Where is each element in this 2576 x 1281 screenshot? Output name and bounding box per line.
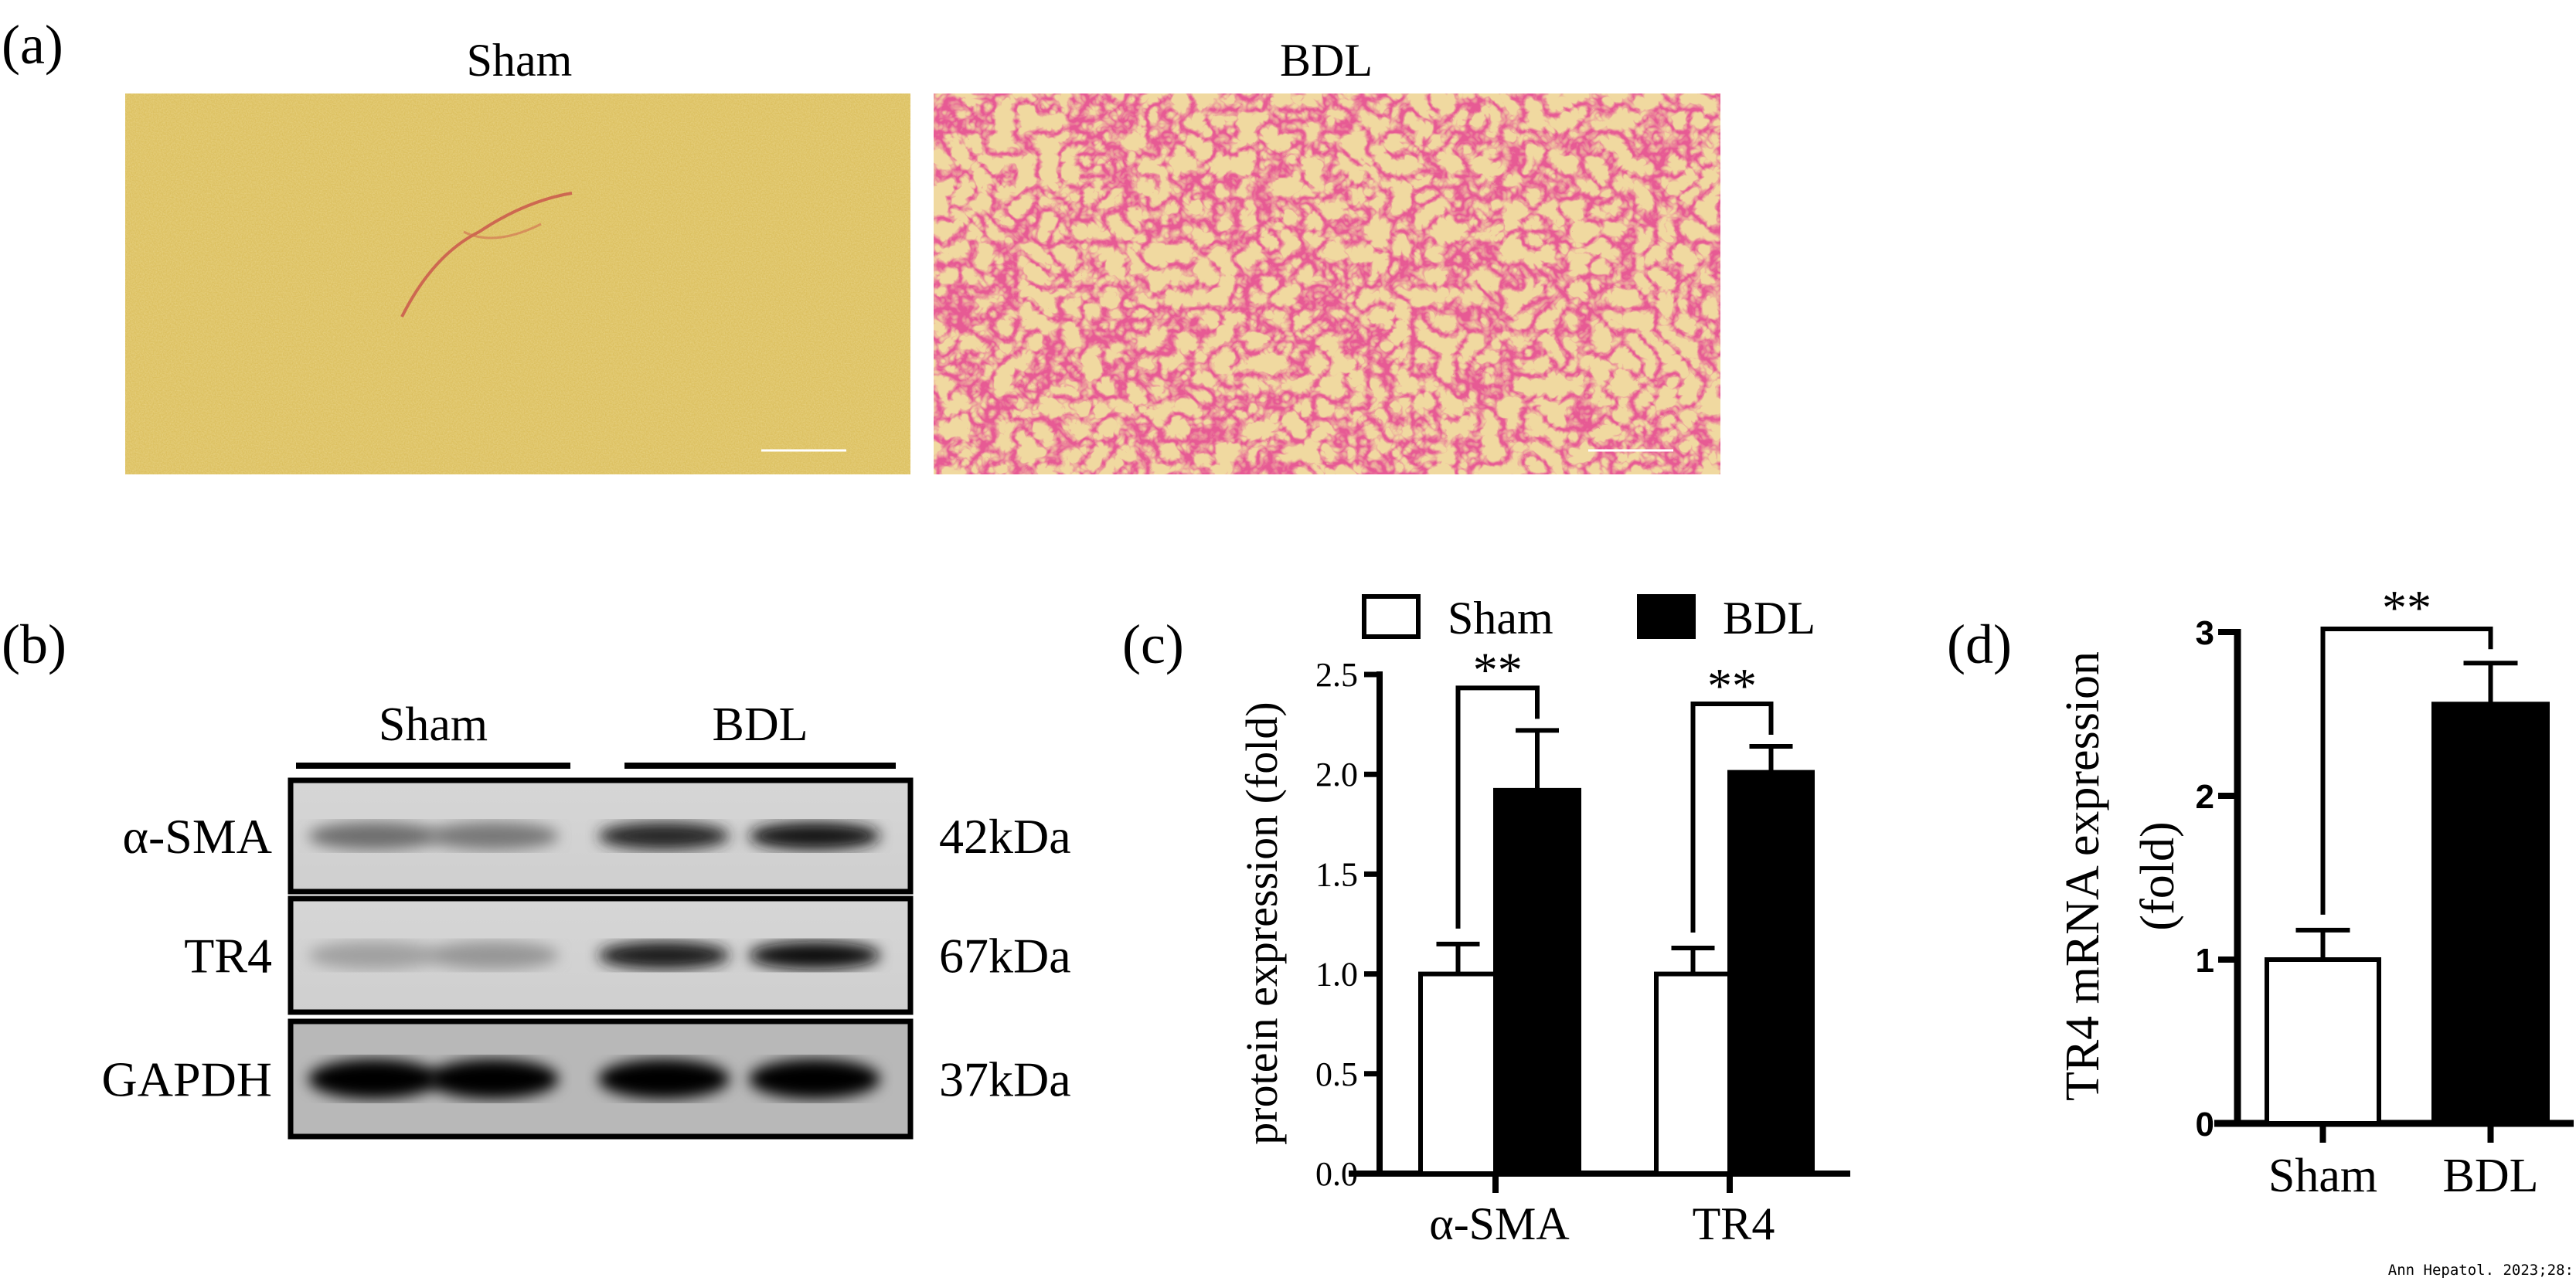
sham-histology-image	[125, 93, 910, 474]
y-tick-label: 2.5	[1315, 656, 1358, 694]
protein-expression-chart: 0.0 0.5 1.0 1.5 2.0 2.5 protein expression (fo…	[1237, 593, 1850, 1249]
y-tick-label: 2.0	[1315, 756, 1358, 793]
bdl-histology-title: BDL	[1280, 35, 1373, 86]
significance-marker: **	[2382, 580, 2431, 635]
panel-c-tag: (c)	[1122, 613, 1184, 675]
blot-row: TR4 67kDa	[184, 895, 1071, 1015]
protein-band	[598, 822, 730, 850]
sham-histology-title: Sham	[467, 35, 573, 86]
protein-band	[749, 1058, 880, 1099]
blot-row: GAPDH 37kDa	[102, 1018, 1071, 1140]
citation: Ann Hepatol. 2023;28:	[2388, 1262, 2574, 1279]
x-tick-label: TR4	[1693, 1198, 1775, 1249]
protein-band	[749, 822, 880, 850]
y-tick-label: 0	[2196, 1106, 2214, 1143]
panel-a-tag: (a)	[2, 14, 63, 76]
panel-d-tag: (d)	[1947, 613, 2012, 675]
y-tick-label: 1.0	[1315, 956, 1358, 994]
y-tick-label: 1.5	[1315, 855, 1358, 893]
significance-marker: **	[1707, 658, 1757, 713]
significance-bracket	[2320, 627, 2493, 915]
blot-group-label: Sham	[379, 698, 488, 751]
protein-band	[427, 822, 559, 850]
significance-bracket	[1690, 702, 1774, 933]
protein-band	[308, 1058, 440, 1099]
y-tick-label: 2	[2196, 778, 2214, 816]
western-blot: Sham BDL α-SMA 42kDa TR4 67kDa GAPDH 37kDa	[102, 698, 1071, 1140]
x-tick-label: BDL	[2443, 1150, 2539, 1202]
y-axis-label: TR4 mRNA expression	[2057, 651, 2109, 1101]
bdl-histology-image	[934, 93, 1720, 474]
molecular-weight-label: 67kDa	[939, 929, 1071, 984]
blot-row-label: GAPDH	[102, 1052, 272, 1107]
protein-band	[427, 941, 559, 970]
x-tick-label: Sham	[2268, 1150, 2377, 1202]
bar-sham	[1418, 971, 1498, 1176]
y-tick-label: 0.0	[1315, 1155, 1358, 1193]
tr4-mrna-chart: 0 1 2 3 TR4 mRNA expression (fold) Sham BDL **	[2057, 580, 2574, 1202]
legend-label: BDL	[1723, 593, 1815, 644]
protein-band	[308, 822, 440, 850]
bar-bdl	[1727, 770, 1815, 1176]
significance-marker: **	[1473, 642, 1523, 697]
y-tick-label: 0.5	[1315, 1055, 1358, 1093]
y-tick-label: 1	[2196, 942, 2214, 980]
y-axis-label: protein expression (fold)	[1237, 702, 1287, 1144]
blot-row: α-SMA 42kDa	[122, 777, 1071, 895]
protein-band	[598, 1058, 730, 1099]
bar-bdl	[1493, 787, 1581, 1176]
protein-band	[308, 941, 440, 970]
protein-band	[749, 941, 880, 970]
legend-label: Sham	[1448, 593, 1553, 644]
legend-swatch	[1362, 594, 1421, 639]
panel-b-tag: (b)	[2, 613, 66, 675]
bar-sham	[1654, 971, 1732, 1176]
x-tick-label: α-SMA	[1429, 1198, 1569, 1249]
molecular-weight-label: 42kDa	[939, 809, 1071, 864]
blot-group-label: BDL	[713, 698, 808, 751]
protein-band	[427, 1058, 559, 1099]
significance-bracket	[1455, 685, 1540, 929]
y-axis-label-unit: (fold)	[2132, 821, 2184, 930]
blot-row-label: TR4	[184, 929, 272, 984]
molecular-weight-label: 37kDa	[939, 1052, 1071, 1107]
legend-swatch	[1637, 594, 1696, 639]
bar-bdl	[2431, 702, 2550, 1126]
blot-row-label: α-SMA	[122, 809, 272, 864]
y-tick-label: 3	[2196, 614, 2214, 652]
bar-sham	[2265, 957, 2381, 1126]
protein-band	[598, 941, 730, 970]
